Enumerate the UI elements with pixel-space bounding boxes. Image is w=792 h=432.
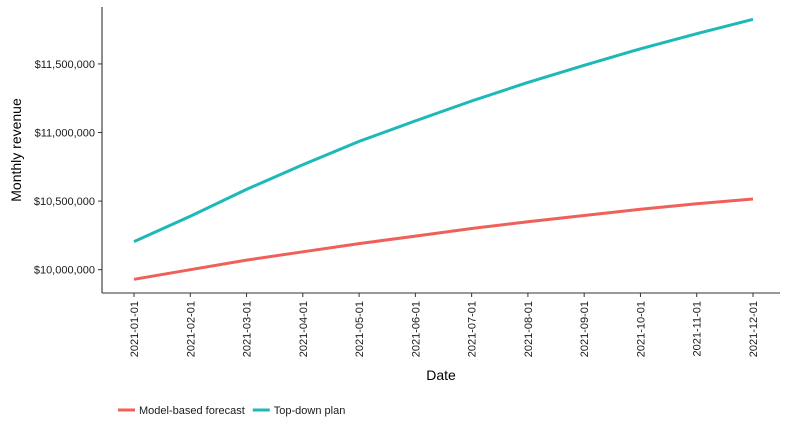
legend-item-1: Model-based forecast bbox=[118, 405, 245, 417]
plot-area bbox=[133, 17, 754, 281]
x-axis-title: Date bbox=[426, 367, 456, 383]
legend-item-2: Top-down plan bbox=[252, 405, 346, 417]
series-line-2 bbox=[133, 17, 754, 243]
x-tick-label: 2021-03-01 bbox=[242, 301, 254, 357]
y-tick-label: $10,000,000 bbox=[34, 265, 95, 277]
x-tick-label: 2021-07-01 bbox=[467, 301, 479, 357]
legend-label: Top-down plan bbox=[274, 405, 346, 417]
y-tick-label: $11,500,000 bbox=[35, 59, 95, 71]
x-tick-label: 2021-01-01 bbox=[129, 301, 141, 357]
x-tick-label: 2021-10-01 bbox=[635, 301, 647, 357]
x-tick-label: 2021-11-01 bbox=[692, 301, 704, 356]
y-axis: $10,000,000 $10,500,000 $11,000,000 $11,500… bbox=[34, 7, 103, 293]
legend: Model-based forecast Top-down plan bbox=[118, 405, 345, 417]
y-tick-label: $11,000,000 bbox=[35, 128, 95, 140]
x-tick-label: 2021-09-01 bbox=[579, 301, 591, 357]
x-tick-label: 2021-05-01 bbox=[354, 301, 366, 357]
series-line-1 bbox=[133, 197, 754, 281]
legend-label: Model-based forecast bbox=[139, 405, 245, 417]
x-tick-label: 2021-04-01 bbox=[298, 301, 310, 357]
x-tick-label: 2021-02-01 bbox=[185, 301, 197, 357]
x-axis: 2021-01-01 2021-02-01 2021-03-01 2021-04-01… bbox=[102, 292, 780, 357]
x-tick-label: 2021-08-01 bbox=[523, 301, 535, 357]
x-tick-label: 2021-12-01 bbox=[748, 301, 760, 357]
y-axis-title: Monthly revenue bbox=[8, 98, 24, 202]
x-tick-label: 2021-06-01 bbox=[410, 301, 422, 357]
y-tick-label: $10,500,000 bbox=[34, 196, 95, 208]
